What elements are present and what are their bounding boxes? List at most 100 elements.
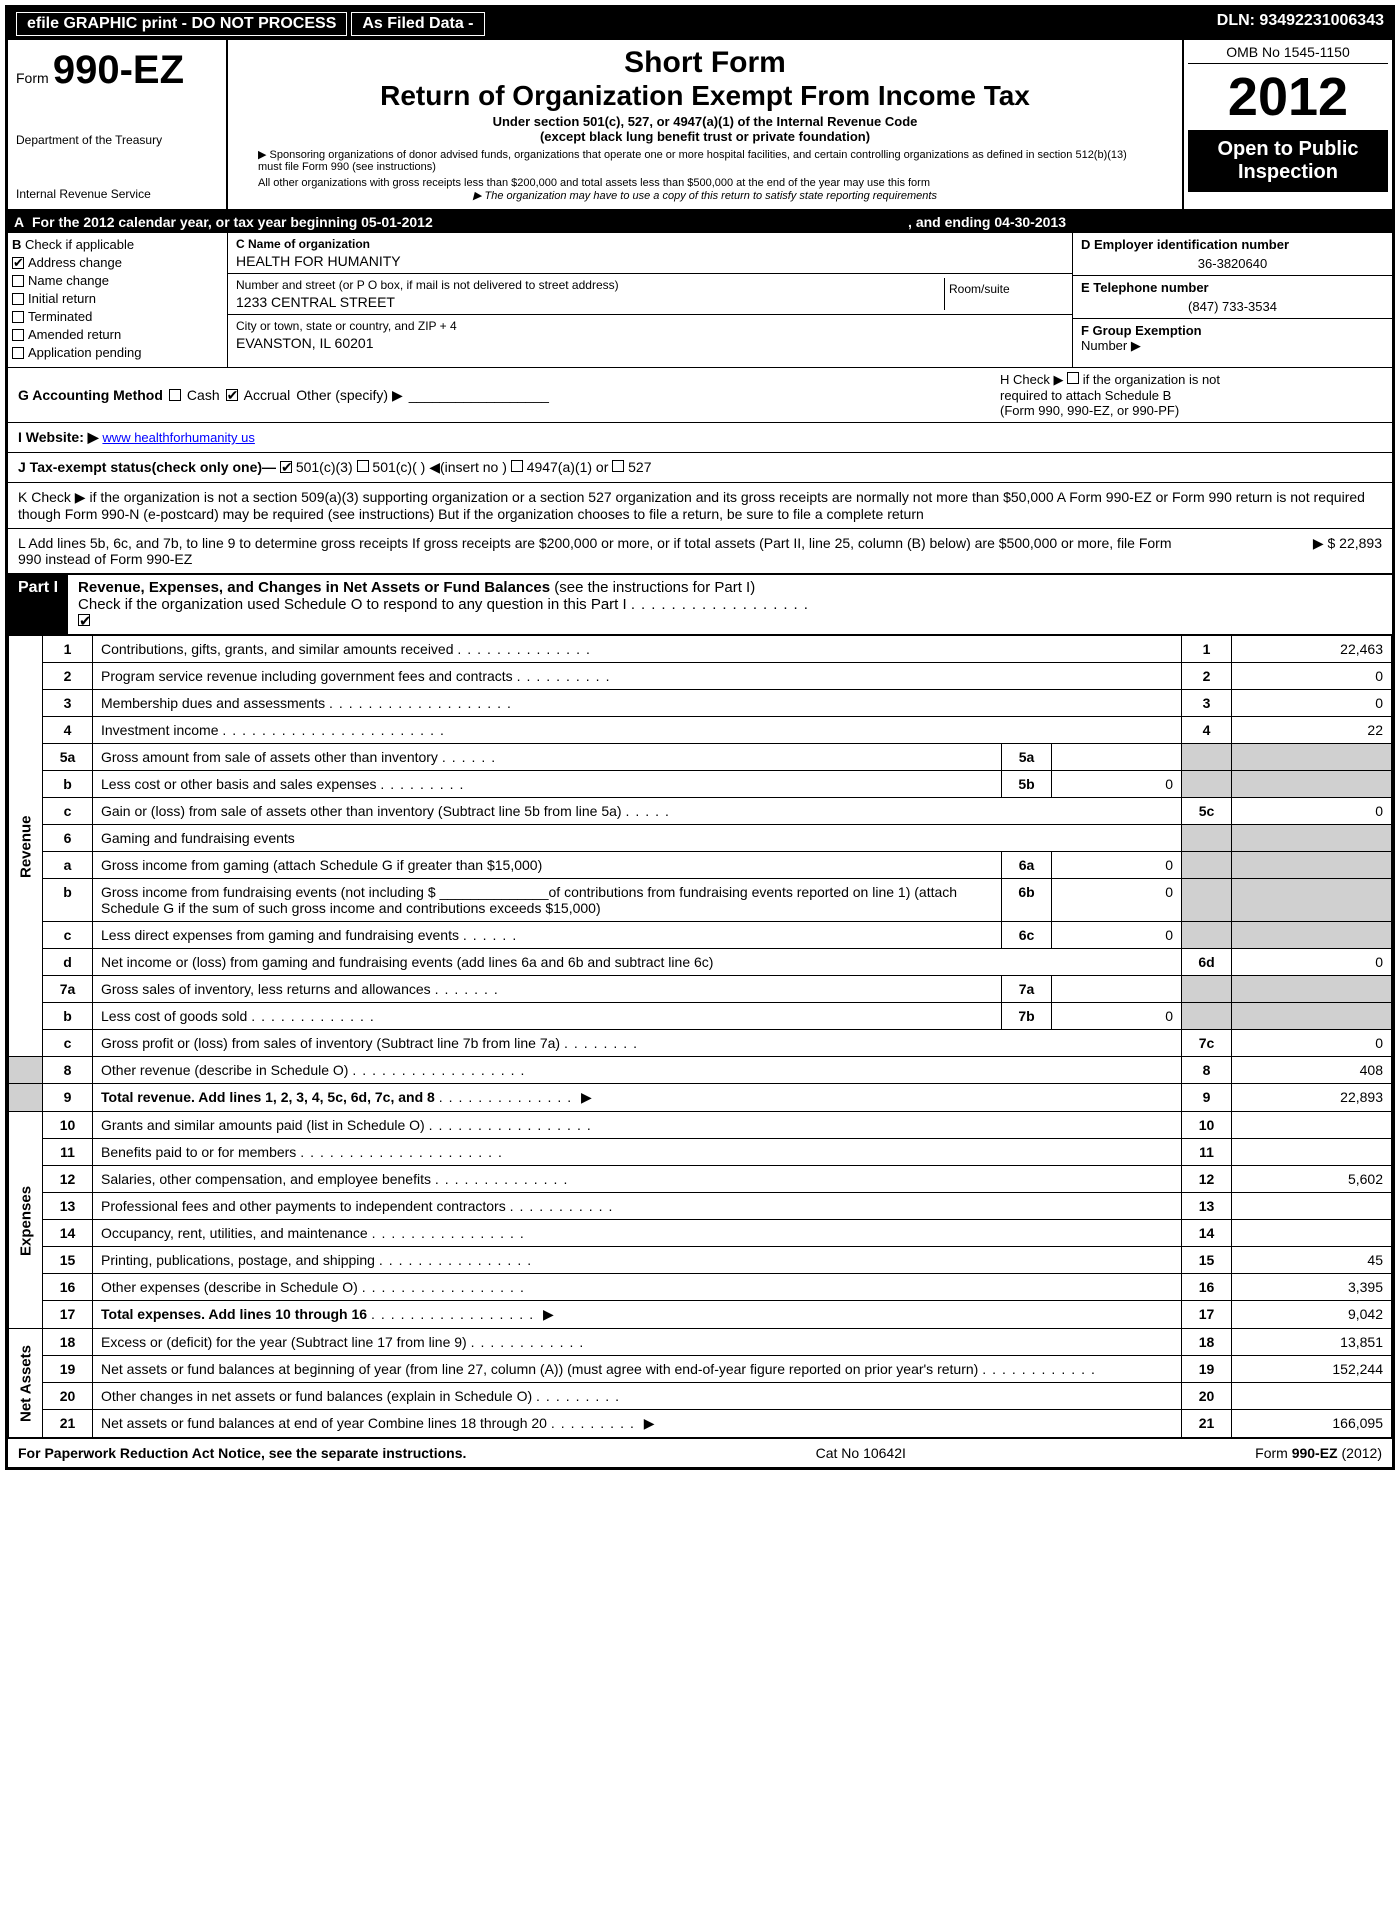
accrual-label: Accrual	[244, 387, 291, 403]
website-link[interactable]: www healthforhumanity us	[102, 430, 254, 445]
c-city-label: City or town, state or country, and ZIP …	[236, 319, 457, 333]
l14-rnum: 14	[1182, 1220, 1232, 1247]
g-row: G Accounting Method Cash Accrual Other (…	[8, 368, 992, 422]
org-name: HEALTH FOR HUMANITY	[236, 253, 1064, 269]
l12-desc: Salaries, other compensation, and employ…	[101, 1171, 431, 1187]
l3-val: 0	[1232, 690, 1392, 717]
j-label: J Tax-exempt status(check only one)—	[18, 459, 276, 475]
l-val: ▶ $ 22,893	[1182, 535, 1382, 567]
l6-num: 6	[43, 825, 93, 852]
l10-rnum: 10	[1182, 1112, 1232, 1139]
l5c-rnum: 5c	[1182, 798, 1232, 825]
section-a-row: A For the 2012 calendar year, or tax yea…	[8, 211, 1392, 233]
j-opt1: 501(c)(3)	[296, 459, 353, 475]
amended-checkbox[interactable]	[12, 329, 24, 341]
l10-desc: Grants and similar amounts paid (list in…	[101, 1117, 425, 1133]
l7c-num: c	[43, 1030, 93, 1057]
revenue-side: Revenue	[9, 636, 43, 1057]
l7c-desc: Gross profit or (loss) from sales of inv…	[101, 1035, 560, 1051]
part1-label: Part I	[8, 575, 68, 634]
l6a-num: a	[43, 852, 93, 879]
tiny2: All other organizations with gross recei…	[248, 177, 1162, 189]
l18-desc: Excess or (deficit) for the year (Subtra…	[101, 1334, 467, 1350]
l6c-snum: 6c	[1002, 922, 1052, 949]
cal-year-end: , and ending 04-30-2013	[908, 214, 1066, 230]
l4-desc: Investment income	[101, 722, 219, 738]
cal-year-text: For the 2012 calendar year, or tax year …	[32, 214, 433, 230]
l6b-sval: 0	[1052, 879, 1182, 922]
l17-rnum: 17	[1182, 1301, 1232, 1329]
l14-num: 14	[43, 1220, 93, 1247]
footer-right: Form 990-EZ (2012)	[1255, 1445, 1382, 1461]
l12-num: 12	[43, 1166, 93, 1193]
l13-desc: Professional fees and other payments to …	[101, 1198, 506, 1214]
cash-checkbox[interactable]	[169, 389, 181, 401]
accrual-checkbox[interactable]	[226, 389, 238, 401]
l1-num: 1	[43, 636, 93, 663]
501c-checkbox[interactable]	[357, 460, 369, 472]
l20-desc: Other changes in net assets or fund bala…	[101, 1388, 532, 1404]
l6a-sval: 0	[1052, 852, 1182, 879]
dln-label: DLN: 93492231006343	[1217, 12, 1384, 36]
l21-num: 21	[43, 1410, 93, 1438]
c-name-label: C Name of organization	[236, 237, 1064, 251]
501c3-checkbox[interactable]	[280, 461, 292, 473]
page-footer: For Paperwork Reduction Act Notice, see …	[8, 1438, 1392, 1467]
l5a-desc: Gross amount from sale of assets other t…	[101, 749, 438, 765]
l15-val: 45	[1232, 1247, 1392, 1274]
d-group-label2: Number ▶	[1081, 338, 1384, 354]
l12-rnum: 12	[1182, 1166, 1232, 1193]
l16-val: 3,395	[1232, 1274, 1392, 1301]
l5c-val: 0	[1232, 798, 1392, 825]
l5c-num: c	[43, 798, 93, 825]
tax-year: 2012	[1188, 70, 1388, 124]
h-checkbox[interactable]	[1067, 372, 1079, 384]
initial-return-checkbox[interactable]	[12, 293, 24, 305]
schedule-o-checkbox[interactable]	[78, 614, 90, 626]
cash-label: Cash	[187, 387, 220, 403]
527-checkbox[interactable]	[612, 460, 624, 472]
l18-val: 13,851	[1232, 1329, 1392, 1356]
l4-rnum: 4	[1182, 717, 1232, 744]
l1-val: 22,463	[1232, 636, 1392, 663]
j-row: J Tax-exempt status(check only one)— 501…	[8, 452, 1392, 483]
name-change-checkbox[interactable]	[12, 275, 24, 287]
l17-val: 9,042	[1232, 1301, 1392, 1329]
terminated-checkbox[interactable]	[12, 311, 24, 323]
l5a-snum: 5a	[1002, 744, 1052, 771]
l6b-num: b	[43, 879, 93, 922]
l8-rnum: 8	[1182, 1057, 1232, 1084]
pending-checkbox[interactable]	[12, 347, 24, 359]
l10-val	[1232, 1112, 1392, 1139]
l4-num: 4	[43, 717, 93, 744]
l11-val	[1232, 1139, 1392, 1166]
l7c-rnum: 7c	[1182, 1030, 1232, 1057]
l13-val	[1232, 1193, 1392, 1220]
l4-val: 22	[1232, 717, 1392, 744]
l18-num: 18	[43, 1329, 93, 1356]
addr-change-label: Address change	[28, 255, 122, 270]
footer-mid: Cat No 10642I	[816, 1445, 906, 1461]
section-b: B Check if applicable Address change Nam…	[8, 233, 1392, 367]
addr-change-checkbox[interactable]	[12, 257, 24, 269]
header-row: Form 990-EZ Department of the Treasury I…	[8, 40, 1392, 211]
4947-checkbox[interactable]	[511, 460, 523, 472]
l13-rnum: 13	[1182, 1193, 1232, 1220]
room-label: Room/suite	[944, 278, 1064, 310]
l11-num: 11	[43, 1139, 93, 1166]
j-opt2: 501(c)( ) ◀(insert no )	[372, 459, 506, 475]
l5c-desc: Gain or (loss) from sale of assets other…	[101, 803, 622, 819]
l21-rnum: 21	[1182, 1410, 1232, 1438]
subtitle2: (except black lung benefit trust or priv…	[248, 129, 1162, 144]
dept1: Department of the Treasury	[16, 133, 218, 147]
l19-val: 152,244	[1232, 1356, 1392, 1383]
h-box: H Check ▶ if the organization is not req…	[992, 368, 1392, 422]
amounts-table: Revenue 1 Contributions, gifts, grants, …	[8, 635, 1392, 1438]
l1-desc: Contributions, gifts, grants, and simila…	[101, 641, 454, 657]
l6-desc: Gaming and fundraising events	[101, 830, 295, 846]
l2-val: 0	[1232, 663, 1392, 690]
pending-label: Application pending	[28, 345, 141, 360]
l6b-desc: Gross income from fundraising events (no…	[101, 884, 957, 916]
l5a-num: 5a	[43, 744, 93, 771]
l7b-num: b	[43, 1003, 93, 1030]
